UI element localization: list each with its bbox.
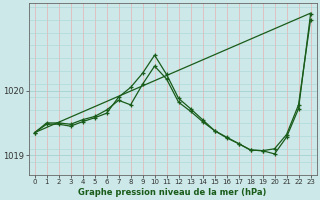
- X-axis label: Graphe pression niveau de la mer (hPa): Graphe pression niveau de la mer (hPa): [78, 188, 267, 197]
